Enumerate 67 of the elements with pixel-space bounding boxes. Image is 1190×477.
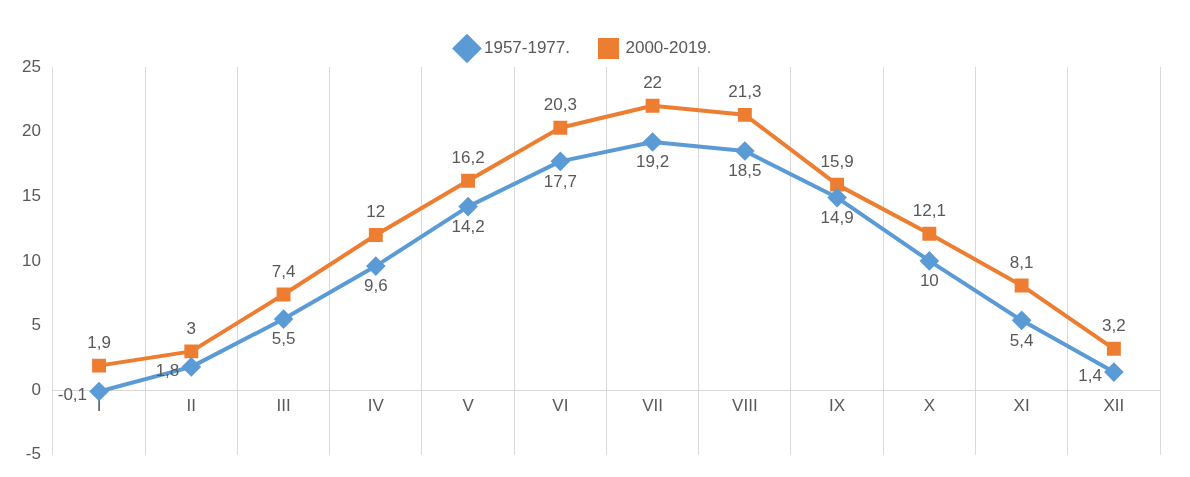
data-label: 7,4 — [271, 261, 296, 281]
x-tick-label: V — [462, 396, 475, 416]
y-tick-label: 5 — [31, 315, 41, 335]
data-label: 16,2 — [451, 147, 485, 167]
point — [182, 357, 201, 376]
x-tick-label: XI — [1013, 396, 1030, 416]
y-tick-label: 25 — [21, 56, 41, 76]
data-label: 10 — [919, 271, 939, 291]
data-label: 18,5 — [728, 161, 762, 181]
data-label: 12,1 — [912, 200, 946, 220]
data-label: 5,5 — [271, 329, 296, 349]
x-tick-label: IX — [829, 396, 846, 416]
y-tick-label: 0 — [31, 379, 41, 399]
data-label: 15,9 — [820, 151, 854, 171]
point — [276, 287, 291, 302]
y-tick-label: -5 — [25, 444, 41, 464]
x-tick-label: X — [923, 396, 936, 416]
x-tick-label: IV — [367, 396, 385, 416]
y-tick-label: 15 — [21, 185, 41, 205]
point — [643, 132, 662, 151]
x-tick-label: VII — [642, 396, 663, 416]
point — [366, 257, 385, 276]
point — [274, 310, 293, 329]
x-tick-label: VIII — [732, 396, 758, 416]
y-tick-label: 10 — [21, 250, 41, 270]
point — [1104, 363, 1123, 382]
data-label: 22 — [643, 72, 663, 92]
point — [551, 152, 570, 171]
point — [459, 197, 478, 216]
legend-label: 1957-1977. — [483, 38, 571, 58]
point — [92, 358, 106, 373]
x-tick-label: XII — [1103, 396, 1125, 416]
data-label: 8,1 — [1009, 252, 1034, 272]
data-label: 1,9 — [87, 332, 111, 352]
data-label: 12 — [366, 202, 386, 222]
point — [737, 107, 752, 122]
point — [922, 226, 937, 241]
point — [1012, 311, 1031, 330]
point — [735, 142, 754, 161]
data-label: 14,9 — [820, 207, 854, 227]
data-label: 20,3 — [543, 94, 577, 114]
point — [368, 228, 383, 242]
data-label: 17,7 — [543, 171, 577, 191]
data-label: 3 — [186, 318, 197, 338]
point — [920, 251, 939, 270]
point — [830, 177, 845, 192]
point — [1014, 278, 1029, 293]
x-tick-label: VI — [552, 396, 569, 416]
point — [1106, 341, 1121, 356]
x-tick-label: III — [276, 396, 291, 416]
x-tick-label: II — [186, 396, 197, 416]
data-label: 14,2 — [451, 216, 485, 236]
y-tick-label: 20 — [21, 121, 41, 141]
point — [645, 98, 660, 113]
data-label: 1,4 — [1078, 365, 1102, 385]
point — [553, 120, 568, 135]
data-label: 19,2 — [636, 152, 670, 172]
point — [90, 382, 109, 401]
point — [184, 344, 199, 359]
data-label: -0,1 — [57, 385, 88, 405]
data-label: 21,3 — [728, 82, 762, 102]
data-label: 9,6 — [363, 276, 388, 296]
point — [461, 173, 476, 188]
point — [828, 188, 847, 207]
legend-label: 2000-2019. — [625, 38, 712, 58]
data-label: 5,4 — [1009, 330, 1034, 350]
data-label: 3,2 — [1102, 315, 1126, 335]
